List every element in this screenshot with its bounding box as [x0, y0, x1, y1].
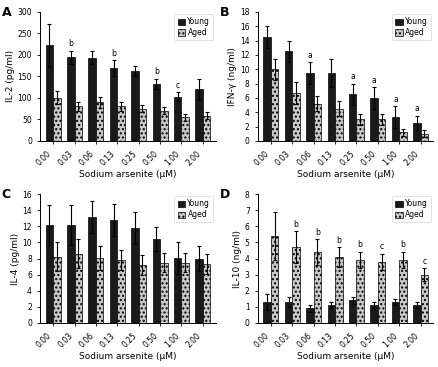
Bar — [370, 305, 377, 323]
Bar — [420, 275, 427, 323]
Bar — [327, 73, 334, 141]
Text: B: B — [219, 6, 229, 19]
Bar — [67, 57, 74, 141]
Bar — [202, 264, 210, 323]
Text: c: c — [175, 81, 180, 90]
Y-axis label: IL-4 (pg/ml): IL-4 (pg/ml) — [11, 232, 20, 284]
Bar — [88, 217, 95, 323]
Bar — [160, 262, 167, 323]
X-axis label: Sodium arsenite (μM): Sodium arsenite (μM) — [297, 170, 394, 179]
Bar — [263, 37, 270, 141]
Bar — [356, 119, 363, 141]
Bar — [160, 111, 167, 141]
Bar — [370, 98, 377, 141]
Legend: Young, Aged: Young, Aged — [391, 196, 430, 222]
Bar — [356, 260, 363, 323]
Bar — [88, 58, 95, 141]
Bar — [348, 94, 356, 141]
Bar — [53, 98, 60, 141]
Bar — [74, 254, 82, 323]
Bar — [305, 73, 313, 141]
Legend: Young, Aged: Young, Aged — [391, 14, 430, 40]
Text: c: c — [378, 242, 383, 251]
Text: b: b — [154, 68, 159, 76]
Bar — [131, 71, 138, 141]
Bar — [173, 258, 181, 323]
Bar — [110, 68, 117, 141]
Bar — [95, 102, 103, 141]
Bar — [195, 258, 202, 323]
Text: b: b — [68, 39, 73, 48]
Bar — [334, 257, 342, 323]
Bar — [377, 119, 385, 141]
Bar — [305, 308, 313, 323]
Text: b: b — [111, 48, 116, 58]
Bar — [284, 51, 292, 141]
Y-axis label: IL-10 (ng/ml): IL-10 (ng/ml) — [233, 229, 241, 287]
Bar — [95, 258, 103, 323]
Y-axis label: IL-2 (pg/ml): IL-2 (pg/ml) — [6, 50, 14, 102]
Text: a: a — [413, 104, 418, 113]
Bar — [292, 247, 299, 323]
X-axis label: Sodium arsenite (μM): Sodium arsenite (μM) — [79, 170, 177, 179]
Bar — [348, 301, 356, 323]
Bar — [46, 225, 53, 323]
Bar — [270, 69, 278, 141]
Text: D: D — [219, 188, 229, 201]
Bar — [46, 46, 53, 141]
Bar — [202, 116, 210, 141]
Bar — [138, 265, 146, 323]
Bar — [292, 93, 299, 141]
Bar — [173, 97, 181, 141]
Text: a: a — [307, 51, 311, 59]
Bar — [181, 117, 188, 141]
Text: b: b — [336, 236, 340, 245]
Bar — [398, 260, 406, 323]
Y-axis label: IFN-γ (ng/ml): IFN-γ (ng/ml) — [228, 47, 237, 106]
Bar — [117, 260, 124, 323]
Bar — [412, 305, 420, 323]
Bar — [313, 103, 321, 141]
Bar — [412, 123, 420, 141]
Text: b: b — [314, 228, 319, 237]
Text: A: A — [2, 6, 11, 19]
Bar — [420, 134, 427, 141]
Bar — [110, 220, 117, 323]
Text: b: b — [357, 240, 362, 250]
Bar — [398, 132, 406, 141]
Bar — [131, 228, 138, 323]
Text: a: a — [392, 95, 397, 104]
Legend: Young, Aged: Young, Aged — [174, 196, 213, 222]
Bar — [181, 262, 188, 323]
X-axis label: Sodium arsenite (μM): Sodium arsenite (μM) — [79, 352, 177, 361]
Bar — [117, 106, 124, 141]
Bar — [327, 305, 334, 323]
Bar — [391, 302, 398, 323]
Bar — [263, 302, 270, 323]
Text: b: b — [293, 219, 298, 229]
Bar — [67, 225, 74, 323]
X-axis label: Sodium arsenite (μM): Sodium arsenite (μM) — [297, 352, 394, 361]
Text: C: C — [2, 188, 11, 201]
Text: c: c — [421, 257, 425, 266]
Bar — [195, 89, 202, 141]
Bar — [152, 239, 160, 323]
Legend: Young, Aged: Young, Aged — [174, 14, 213, 40]
Text: b: b — [399, 240, 404, 250]
Bar — [270, 236, 278, 323]
Text: a: a — [371, 76, 376, 84]
Bar — [138, 109, 146, 141]
Bar — [334, 109, 342, 141]
Text: a: a — [350, 72, 354, 81]
Bar — [53, 257, 60, 323]
Bar — [152, 84, 160, 141]
Bar — [391, 117, 398, 141]
Bar — [284, 302, 292, 323]
Bar — [377, 262, 385, 323]
Bar — [313, 252, 321, 323]
Bar — [74, 106, 82, 141]
